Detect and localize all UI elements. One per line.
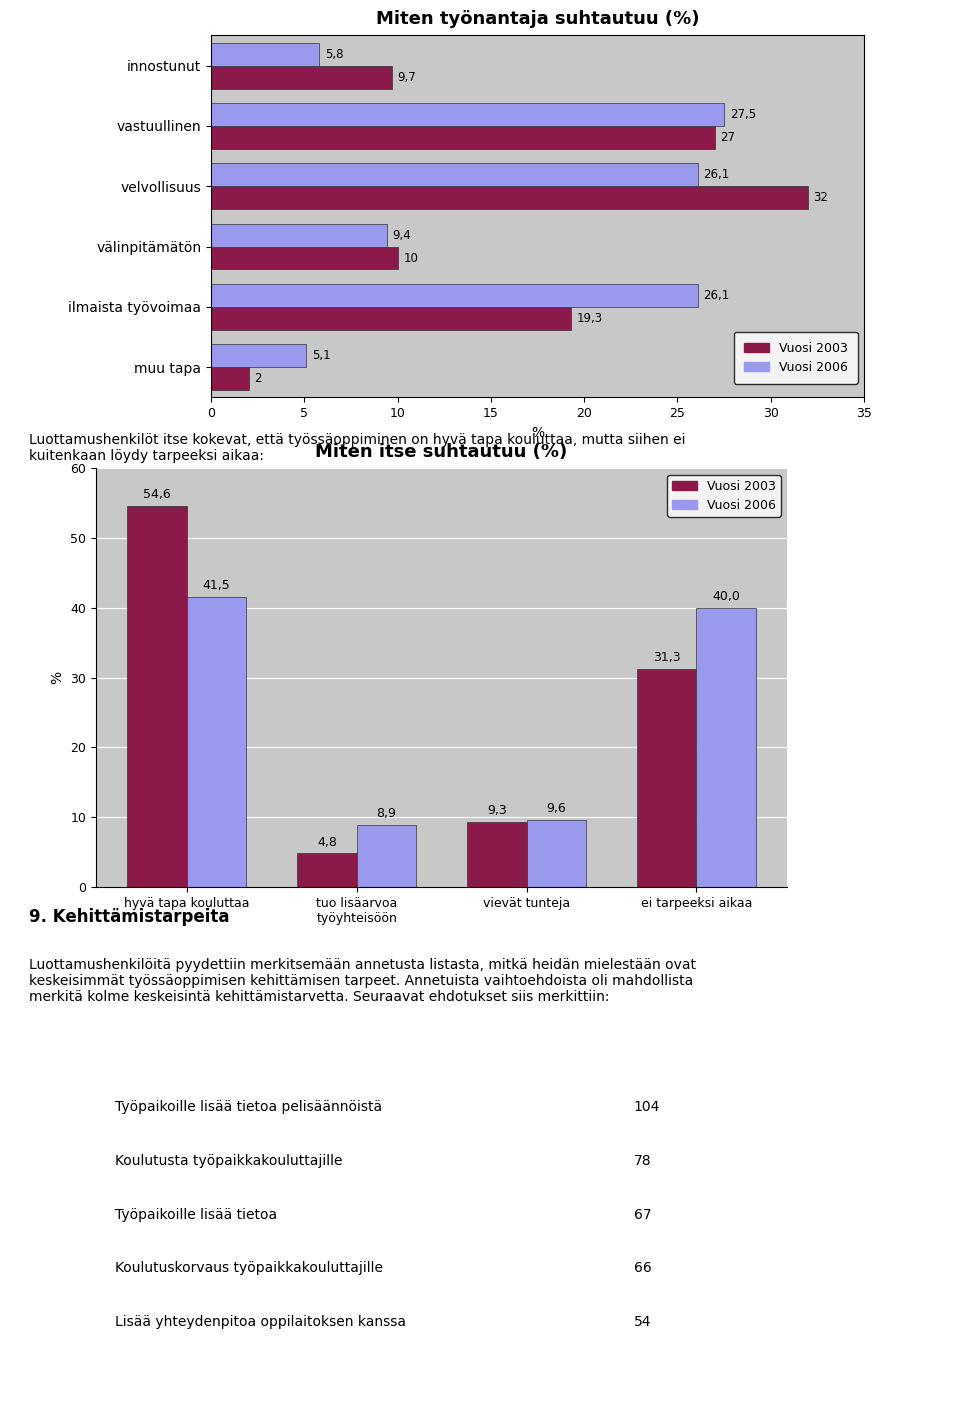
Bar xyxy=(211,186,808,209)
Text: 26,1: 26,1 xyxy=(704,289,730,302)
Bar xyxy=(211,284,698,307)
Text: 9,3: 9,3 xyxy=(487,805,507,817)
Bar xyxy=(357,824,416,887)
Bar xyxy=(211,224,387,247)
Text: 78: 78 xyxy=(634,1154,651,1168)
Bar xyxy=(187,597,247,887)
Bar xyxy=(211,43,320,65)
Bar xyxy=(211,307,571,329)
Text: 54: 54 xyxy=(634,1315,651,1330)
Text: 66: 66 xyxy=(634,1261,651,1276)
Text: 67: 67 xyxy=(634,1208,651,1222)
Text: Lisää yhteydenpitoa oppilaitoksen kanssa: Lisää yhteydenpitoa oppilaitoksen kanssa xyxy=(115,1315,406,1330)
Bar xyxy=(211,345,306,368)
Text: 40,0: 40,0 xyxy=(712,590,740,603)
Text: 10: 10 xyxy=(403,251,419,264)
Text: 104: 104 xyxy=(634,1100,660,1114)
Text: 5,8: 5,8 xyxy=(325,48,344,61)
Text: Työpaikoille lisää tietoa pelisäännöistä: Työpaikoille lisää tietoa pelisäännöistä xyxy=(115,1100,382,1114)
Bar xyxy=(468,822,526,887)
Title: Miten työnantaja suhtautuu (%): Miten työnantaja suhtautuu (%) xyxy=(376,10,699,28)
Bar xyxy=(636,668,696,887)
Text: 9,6: 9,6 xyxy=(546,802,566,815)
Title: Miten itse suhtautuu (%): Miten itse suhtautuu (%) xyxy=(316,443,567,461)
Bar xyxy=(298,853,357,887)
Bar xyxy=(211,126,715,149)
Text: 5,1: 5,1 xyxy=(312,349,330,362)
Legend: Vuosi 2003, Vuosi 2006: Vuosi 2003, Vuosi 2006 xyxy=(667,474,780,517)
Text: Työpaikoille lisää tietoa: Työpaikoille lisää tietoa xyxy=(115,1208,277,1222)
Text: Luottamushenkilöitä pyydettiin merkitsemään annetusta listasta, mitkä heidän mie: Luottamushenkilöitä pyydettiin merkitsem… xyxy=(29,958,696,1005)
Text: 26,1: 26,1 xyxy=(704,169,730,182)
Bar xyxy=(211,247,397,270)
Bar xyxy=(696,607,756,887)
Text: 9. Kehittämistarpeita: 9. Kehittämistarpeita xyxy=(29,908,229,927)
Bar xyxy=(526,820,586,887)
Bar xyxy=(211,163,698,186)
Text: 27: 27 xyxy=(720,131,735,143)
Text: 2: 2 xyxy=(254,372,261,385)
Bar xyxy=(128,507,187,887)
Text: 31,3: 31,3 xyxy=(653,651,681,664)
Text: 19,3: 19,3 xyxy=(577,312,603,325)
Text: Luottamushenkilöt itse kokevat, että työssäoppiminen on hyvä tapa kouluttaa, mut: Luottamushenkilöt itse kokevat, että työ… xyxy=(29,433,685,463)
Text: 4,8: 4,8 xyxy=(317,836,337,849)
Text: 27,5: 27,5 xyxy=(730,108,756,121)
Bar xyxy=(211,368,249,390)
Bar xyxy=(211,104,724,126)
Text: 9,4: 9,4 xyxy=(392,228,411,241)
Legend: Vuosi 2003, Vuosi 2006: Vuosi 2003, Vuosi 2006 xyxy=(733,332,857,383)
Text: 9,7: 9,7 xyxy=(397,71,417,84)
Text: 41,5: 41,5 xyxy=(203,579,230,593)
Text: Koulutuskorvaus työpaikkakouluttajille: Koulutuskorvaus työpaikkakouluttajille xyxy=(115,1261,383,1276)
Bar xyxy=(211,65,392,88)
Y-axis label: %: % xyxy=(51,671,64,684)
Text: 54,6: 54,6 xyxy=(143,488,171,501)
Text: 8,9: 8,9 xyxy=(376,807,396,820)
Text: Koulutusta työpaikkakouluttajille: Koulutusta työpaikkakouluttajille xyxy=(115,1154,343,1168)
X-axis label: %: % xyxy=(531,426,544,440)
Text: 32: 32 xyxy=(814,192,828,204)
